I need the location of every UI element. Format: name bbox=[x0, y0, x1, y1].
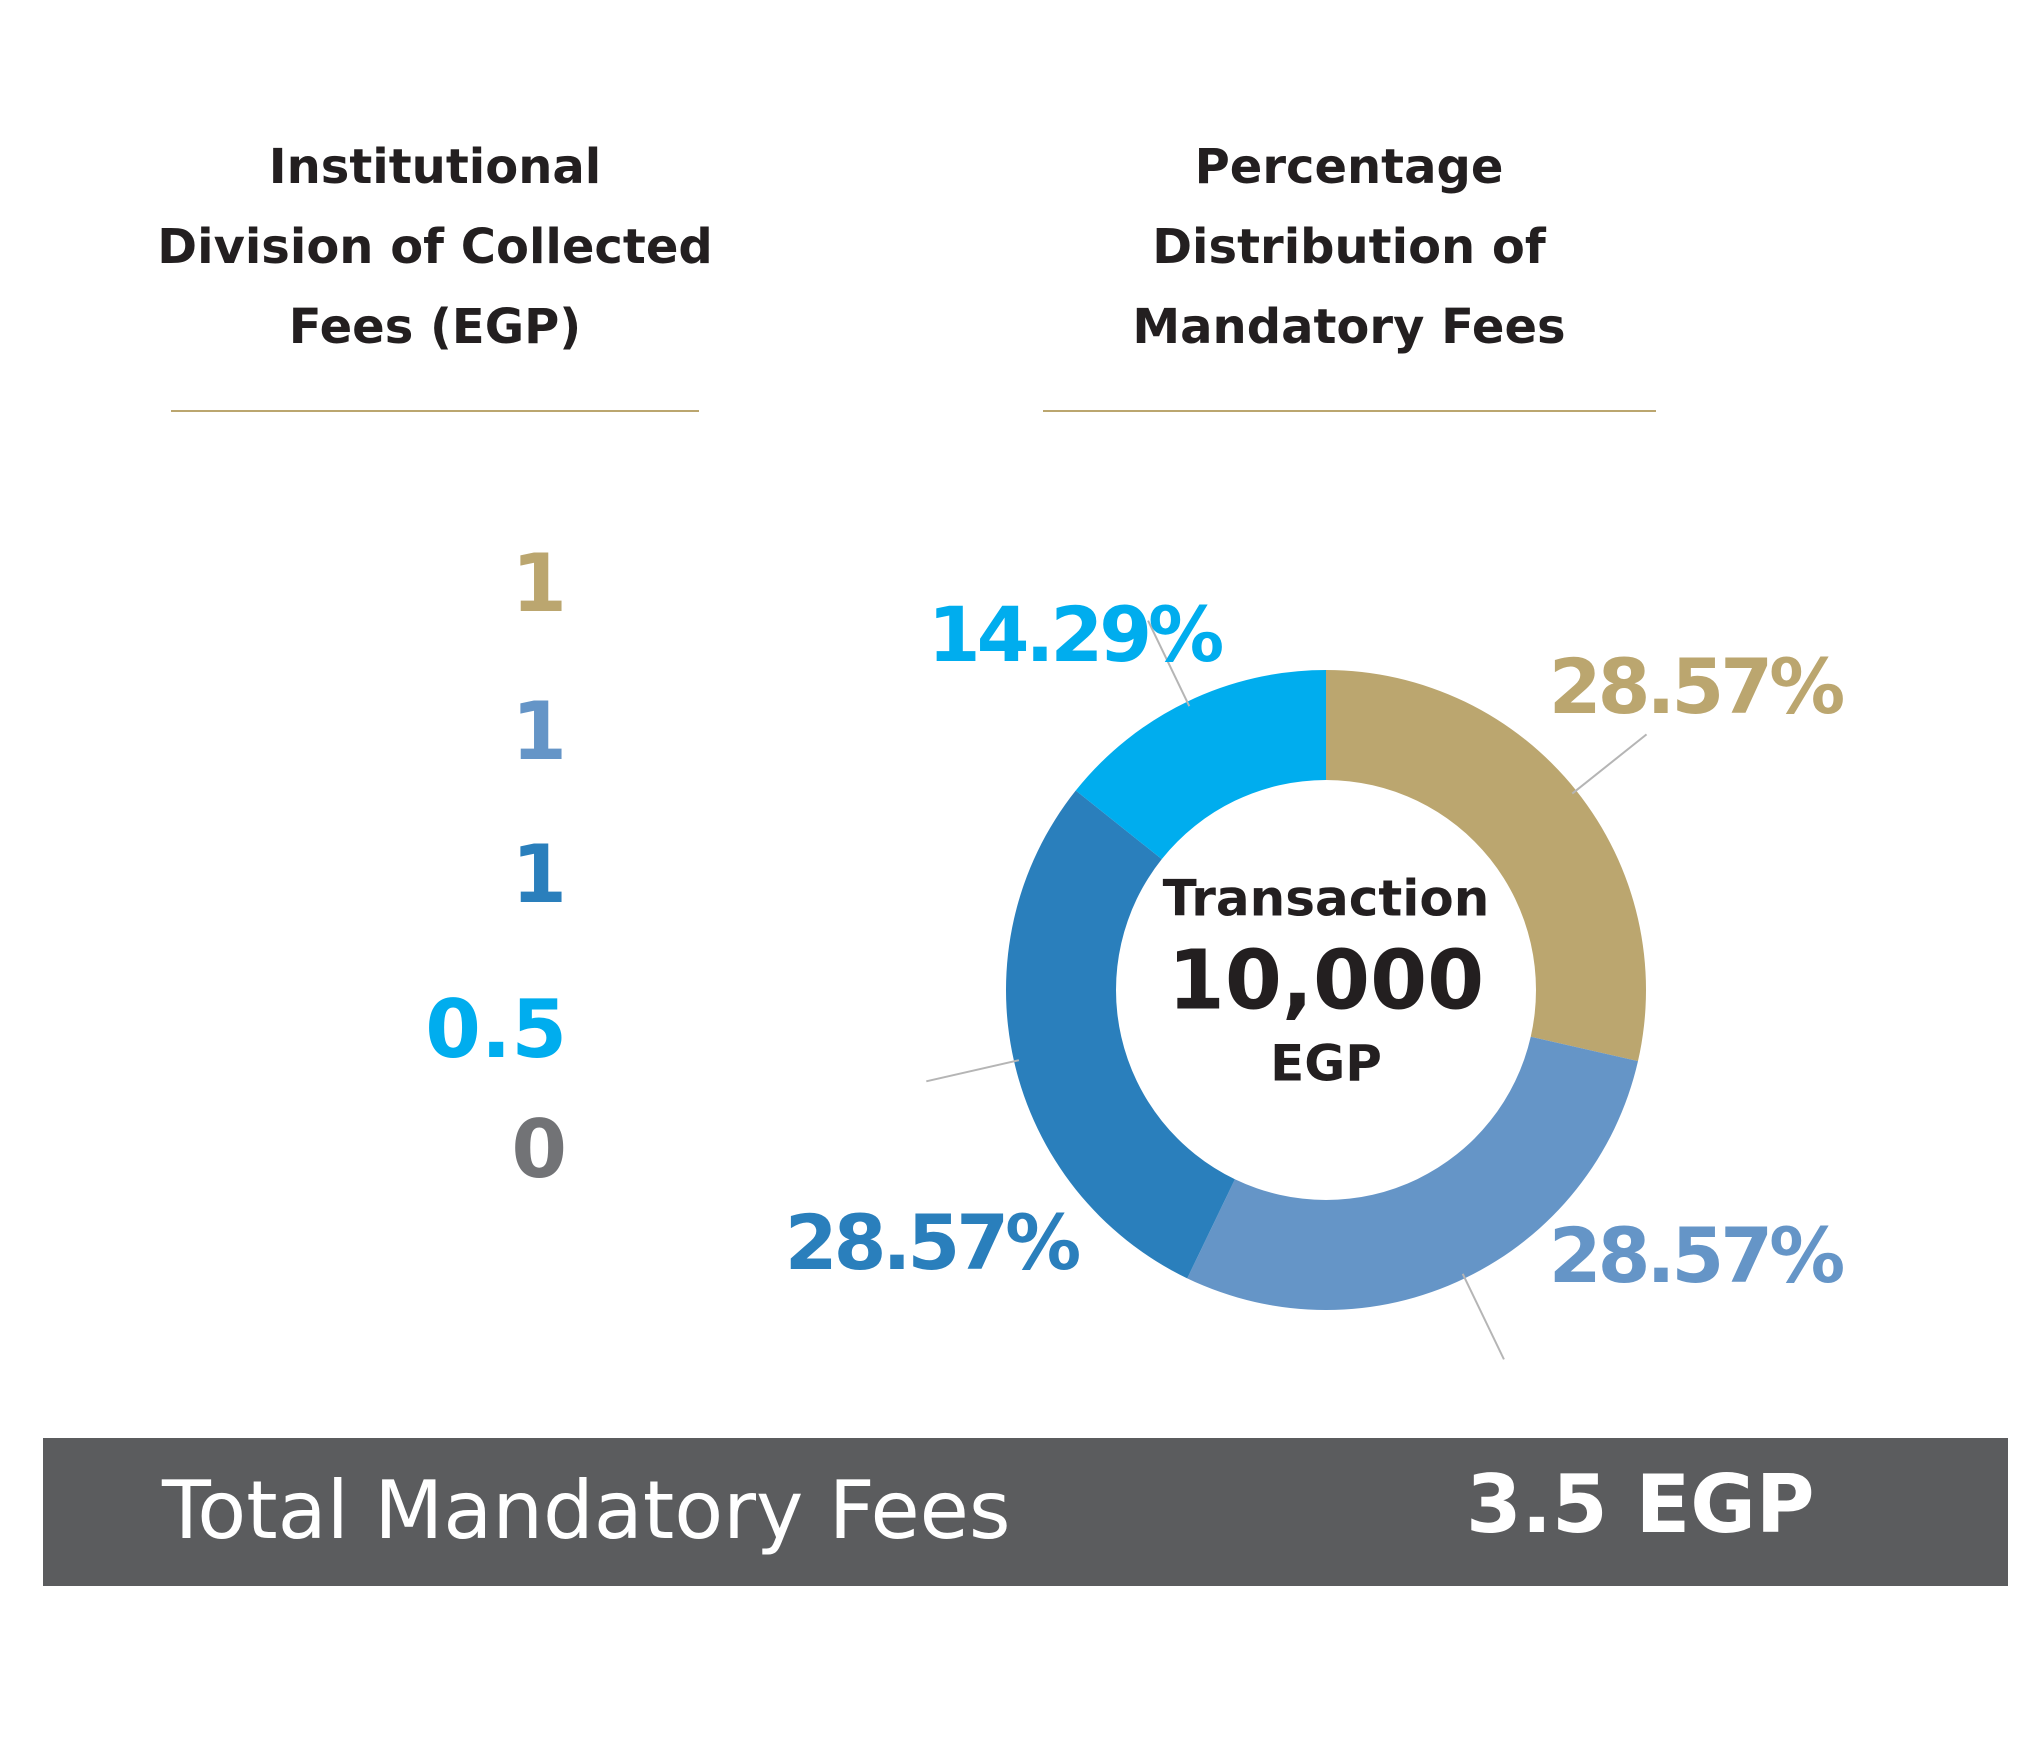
leader-line bbox=[1461, 1273, 1505, 1360]
percent-label: 28.57% bbox=[1549, 642, 1843, 731]
fee-value: 1 bbox=[511, 685, 567, 778]
percent-label: 28.57% bbox=[1549, 1211, 1843, 1300]
leader-line bbox=[1571, 733, 1648, 795]
chart-title: Percentage bbox=[1195, 139, 1504, 195]
panel-title: Division of Collected bbox=[157, 219, 712, 275]
chart-title: Mandatory Fees bbox=[1132, 299, 1565, 355]
center-text: EGP bbox=[1270, 1035, 1382, 1093]
panel-title: Institutional bbox=[269, 139, 602, 195]
percent-label: 28.57% bbox=[785, 1198, 1079, 1287]
leader-line bbox=[926, 1059, 1020, 1083]
center-text: Transaction bbox=[1163, 870, 1490, 928]
footer-label: Total Mandatory Fees bbox=[161, 1464, 1011, 1557]
center-text: 10,000 bbox=[1168, 933, 1484, 1028]
donut-segment bbox=[1326, 670, 1646, 1062]
footer-value: 3.5 EGP bbox=[1466, 1458, 1815, 1551]
donut-segment bbox=[1187, 1036, 1638, 1310]
panel-title: Fees (EGP) bbox=[289, 299, 581, 355]
donut-segment bbox=[1075, 670, 1326, 860]
footer-bar bbox=[43, 1438, 2008, 1586]
chart-title: Distribution of bbox=[1152, 219, 1547, 275]
fee-value: 0 bbox=[511, 1103, 567, 1196]
leader-line bbox=[1147, 620, 1191, 707]
percent-label: 14.29% bbox=[928, 590, 1222, 679]
fee-value: 0.5 bbox=[425, 983, 567, 1076]
donut-segment bbox=[1006, 790, 1235, 1279]
fee-value: 1 bbox=[511, 828, 567, 921]
fee-value: 1 bbox=[511, 537, 567, 630]
